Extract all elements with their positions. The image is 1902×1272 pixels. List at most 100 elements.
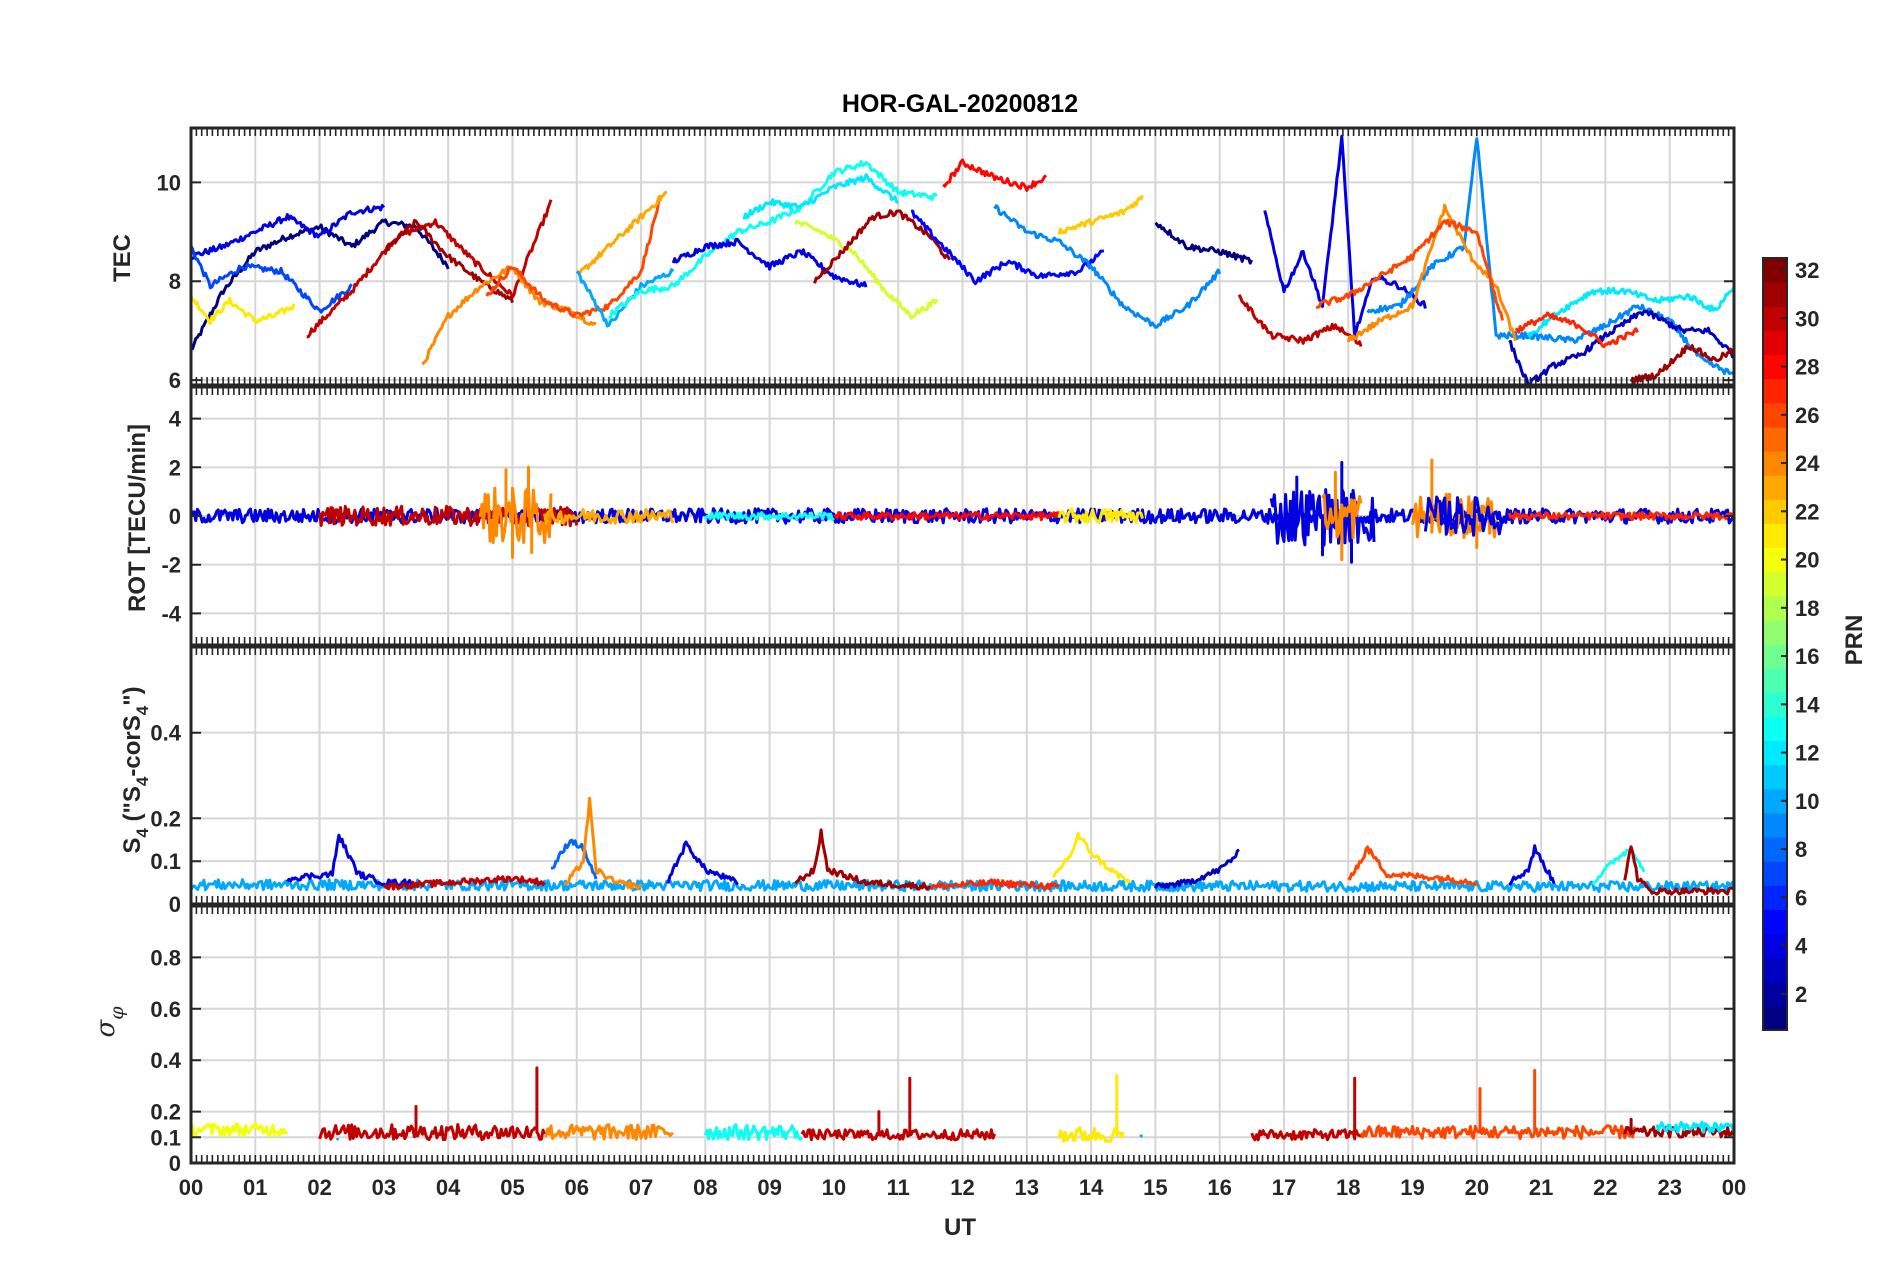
s4-ytick-label: 0.4	[150, 721, 181, 746]
rot-series-prn-24	[478, 465, 553, 559]
s4-series-prn-4	[1508, 844, 1556, 887]
rot-series-prn-23	[543, 507, 675, 525]
sigma-series-prn-24	[544, 1123, 674, 1141]
rot-axis-title: ROT [TECU/min]	[124, 424, 151, 612]
tec-ytick-label: 10	[157, 170, 181, 195]
xtick-label: 19	[1400, 1175, 1424, 1200]
colorbar-swatch-prn-25	[1763, 426, 1787, 452]
s4-series-prn-4	[286, 833, 417, 887]
colorbar-swatch-prn-21	[1763, 523, 1787, 549]
tec-series-prn-28	[942, 158, 1048, 192]
s4-series-prn-27	[930, 878, 1060, 891]
s4-series-prn-21	[1051, 832, 1131, 884]
s4-series-prn-24	[563, 796, 643, 890]
tec-series-prn-30	[306, 199, 553, 339]
xtick-label: 22	[1593, 1175, 1617, 1200]
xtick-label: 06	[565, 1175, 589, 1200]
xtick-label: 04	[436, 1175, 461, 1200]
xtick-label: 08	[693, 1175, 717, 1200]
colorbar-swatch-prn-1	[1763, 1005, 1787, 1031]
colorbar-tick-label: 6	[1795, 885, 1807, 910]
s4-series-prn-26	[1347, 845, 1479, 887]
tec-series-prn-9	[1366, 137, 1734, 376]
sigma-series-prn-21	[1057, 1074, 1125, 1143]
colorbar-swatch-prn-31	[1763, 282, 1787, 307]
s4-series-prn-4	[666, 840, 739, 886]
xtick-label: 14	[1079, 1175, 1104, 1200]
panel-sigma: 00.10.2 0.4 0.6 0.8	[150, 904, 1736, 1176]
xtick-label: 03	[372, 1175, 396, 1200]
sigma-frame	[189, 904, 1736, 1165]
colorbar-tick-label: 20	[1795, 548, 1819, 573]
tec-series-prn-31	[383, 218, 514, 304]
sigma-series-prn-12	[1655, 1120, 1734, 1134]
xtick-label: 18	[1336, 1175, 1360, 1200]
colorbar-tick-label: 18	[1795, 596, 1819, 621]
colorbar-swatch-prn-11	[1763, 764, 1787, 790]
sigma-series-group	[191, 1066, 1734, 1143]
x-axis-title: UT	[944, 1214, 976, 1241]
chart-title: HOR-GAL-20200812	[842, 90, 1078, 118]
colorbar-swatch-prn-23	[1763, 475, 1787, 500]
rot-ytick-label: 2	[169, 455, 181, 480]
rot-ytick-label: -2	[161, 553, 181, 578]
tec-series-prn-7	[191, 245, 353, 314]
x-axis: 00 01 02 03 04 05 06 07 08 09 10 11 12 13 14 15 16 17 18 19…	[179, 1175, 1746, 1200]
colorbar-tick-label: 26	[1795, 403, 1819, 428]
tec-series-prn-26	[1315, 218, 1504, 321]
colorbar-tick-label: 8	[1795, 837, 1807, 862]
rot-series-group	[191, 458, 1734, 564]
s4-series-prn-8	[550, 838, 598, 880]
s4-series-prn-13	[1591, 847, 1646, 886]
rot-frame	[189, 385, 1736, 647]
s4-series-prn-31	[794, 828, 931, 891]
s4-ytick-label: 0	[169, 892, 181, 917]
colorbar-frame	[1762, 257, 1788, 1031]
xtick-label: 02	[307, 1175, 331, 1200]
s4-series-prn-3	[1154, 848, 1240, 890]
sigma-ytick-label: 0	[169, 1151, 181, 1176]
sigma-ytick-label: 0.8	[150, 945, 181, 970]
rot-frame-ticks	[190, 387, 1735, 645]
tec-series-prn-3	[1508, 309, 1734, 385]
xtick-label: 10	[822, 1175, 846, 1200]
rot-series-prn-21	[1057, 507, 1144, 525]
xtick-label: 12	[950, 1175, 974, 1200]
xtick-label: 13	[1015, 1175, 1039, 1200]
tec-series-prn-12	[1526, 286, 1734, 338]
xtick-label: 00	[179, 1175, 203, 1200]
tec-frame	[189, 126, 1736, 387]
rot-ytick-marks	[191, 417, 1734, 615]
tec-series-prn-23	[575, 190, 668, 275]
colorbar-swatch-prn-3	[1763, 957, 1787, 983]
colorbar-tick-label: 30	[1795, 306, 1819, 331]
colorbar-swatch-prn-19	[1763, 571, 1787, 597]
colorbar-swatch-prn-5	[1763, 909, 1787, 935]
xtick-label: 07	[629, 1175, 653, 1200]
tec-series-prn-31	[813, 209, 951, 284]
tec-series-prn-4	[671, 237, 868, 288]
xtick-label: 00	[1722, 1175, 1746, 1200]
tec-axis-title: TEC	[109, 234, 136, 282]
xtick-label: 15	[1143, 1175, 1167, 1200]
panel-s4: 0 0.1 0.2 0.4	[150, 645, 1736, 917]
tec-series-prn-27	[1515, 311, 1639, 349]
colorbar-tick-label: 24	[1795, 451, 1820, 476]
xtick-label: 09	[757, 1175, 781, 1200]
s4-ytick-label: 0.2	[150, 806, 181, 831]
sigma-series-prn-30	[318, 1066, 546, 1142]
s4-frame	[189, 645, 1736, 906]
colorbar-swatch-prn-7	[1763, 861, 1787, 886]
rot-ytick-label: 0	[169, 504, 181, 529]
rot-ytick-label: 4	[169, 407, 182, 432]
tec-series-prn-24	[1346, 203, 1517, 343]
tec-ytick-label: 8	[169, 269, 181, 294]
tec-series-prn-30	[1237, 294, 1363, 347]
tec-series-prn-13	[608, 160, 938, 320]
tec-series-group	[191, 134, 1734, 385]
colorbar-swatch-prn-15	[1763, 668, 1787, 693]
colorbar-tick-label: 12	[1795, 741, 1819, 766]
tec-series-prn-9	[993, 204, 1222, 329]
colorbar-swatch-prn-13	[1763, 716, 1787, 742]
